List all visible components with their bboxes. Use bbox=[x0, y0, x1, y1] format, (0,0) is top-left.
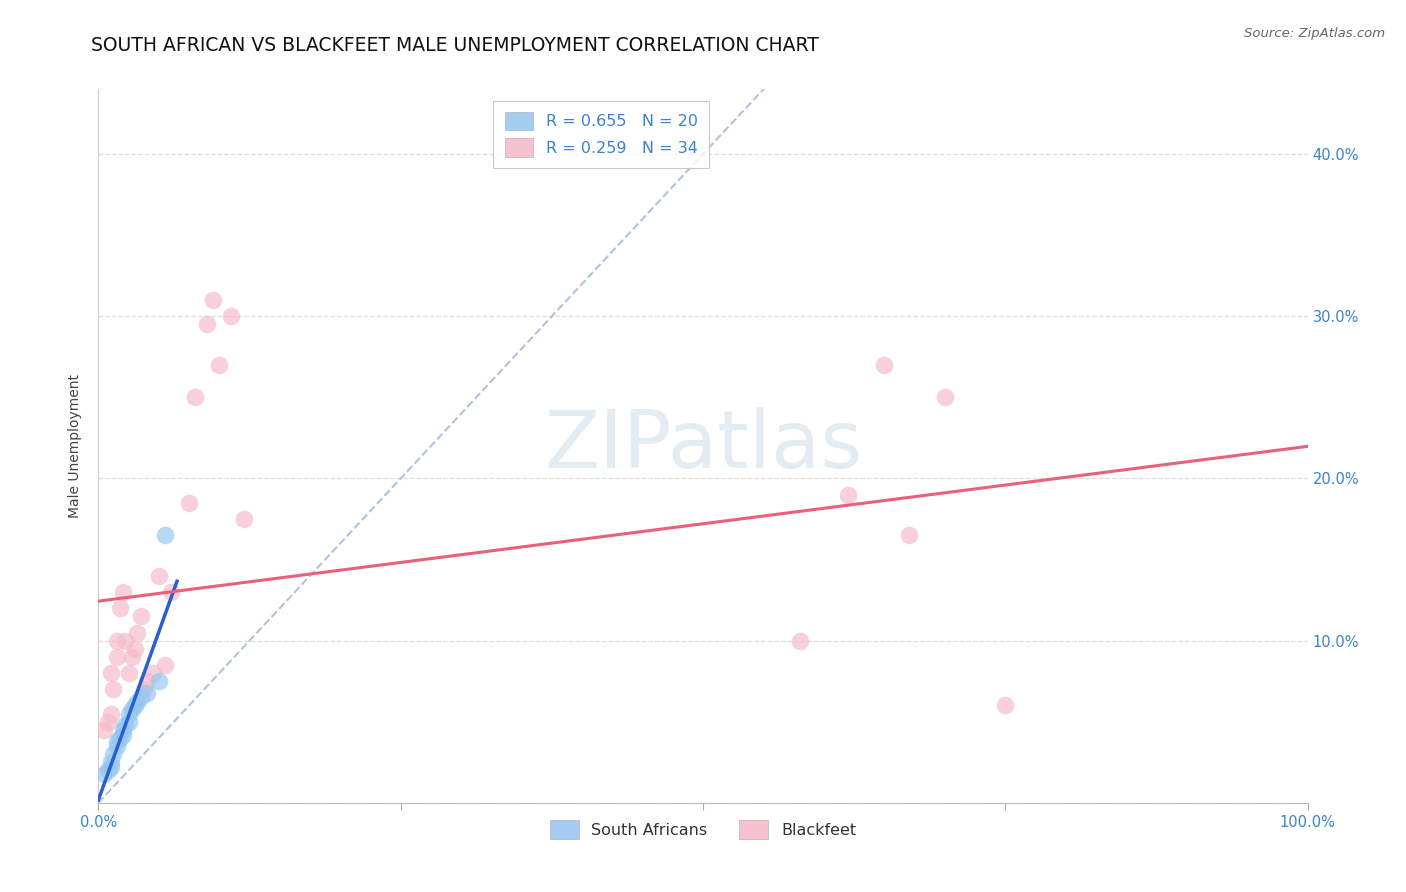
Point bbox=[994, 698, 1017, 713]
Point bbox=[100, 706, 122, 721]
Point bbox=[148, 568, 170, 582]
Point bbox=[134, 682, 156, 697]
Point bbox=[101, 747, 124, 761]
Point bbox=[114, 718, 136, 732]
Point bbox=[129, 609, 152, 624]
Point bbox=[184, 390, 207, 404]
Point bbox=[105, 633, 128, 648]
Point bbox=[100, 756, 122, 770]
Point bbox=[153, 657, 176, 672]
Point bbox=[111, 723, 134, 737]
Point bbox=[129, 690, 152, 705]
Legend: South Africans, Blackfeet: South Africans, Blackfeet bbox=[540, 811, 866, 848]
Point bbox=[93, 723, 115, 737]
Point bbox=[135, 685, 157, 699]
Text: SOUTH AFRICAN VS BLACKFEET MALE UNEMPLOYMENT CORRELATION CHART: SOUTH AFRICAN VS BLACKFEET MALE UNEMPLOY… bbox=[91, 36, 820, 54]
Point bbox=[127, 625, 149, 640]
Point bbox=[208, 358, 231, 372]
Point bbox=[111, 728, 134, 742]
Point bbox=[202, 293, 225, 307]
Point bbox=[97, 764, 120, 778]
Point bbox=[118, 706, 141, 721]
Point bbox=[124, 698, 146, 713]
Point bbox=[127, 695, 149, 709]
Point bbox=[100, 666, 122, 681]
Text: ZIPatlas: ZIPatlas bbox=[544, 407, 862, 485]
Point bbox=[105, 649, 128, 664]
Point bbox=[897, 528, 920, 542]
Point bbox=[837, 488, 859, 502]
Point bbox=[135, 674, 157, 689]
Point bbox=[97, 714, 120, 729]
Point bbox=[93, 766, 115, 780]
Point bbox=[105, 739, 128, 753]
Point bbox=[142, 666, 165, 681]
Y-axis label: Male Unemployment: Male Unemployment bbox=[69, 374, 83, 518]
Point bbox=[100, 760, 122, 774]
Point bbox=[114, 633, 136, 648]
Point bbox=[121, 702, 143, 716]
Point bbox=[101, 682, 124, 697]
Point bbox=[195, 318, 218, 332]
Point bbox=[121, 649, 143, 664]
Point bbox=[179, 496, 201, 510]
Point bbox=[789, 633, 811, 648]
Point bbox=[221, 310, 243, 324]
Text: Source: ZipAtlas.com: Source: ZipAtlas.com bbox=[1244, 27, 1385, 40]
Point bbox=[111, 585, 134, 599]
Point bbox=[105, 734, 128, 748]
Point bbox=[108, 731, 131, 745]
Point bbox=[873, 358, 896, 372]
Point bbox=[232, 512, 254, 526]
Point bbox=[160, 585, 183, 599]
Point bbox=[118, 666, 141, 681]
Point bbox=[124, 641, 146, 656]
Point bbox=[108, 601, 131, 615]
Point bbox=[934, 390, 956, 404]
Point bbox=[153, 528, 176, 542]
Point bbox=[118, 714, 141, 729]
Point bbox=[148, 674, 170, 689]
